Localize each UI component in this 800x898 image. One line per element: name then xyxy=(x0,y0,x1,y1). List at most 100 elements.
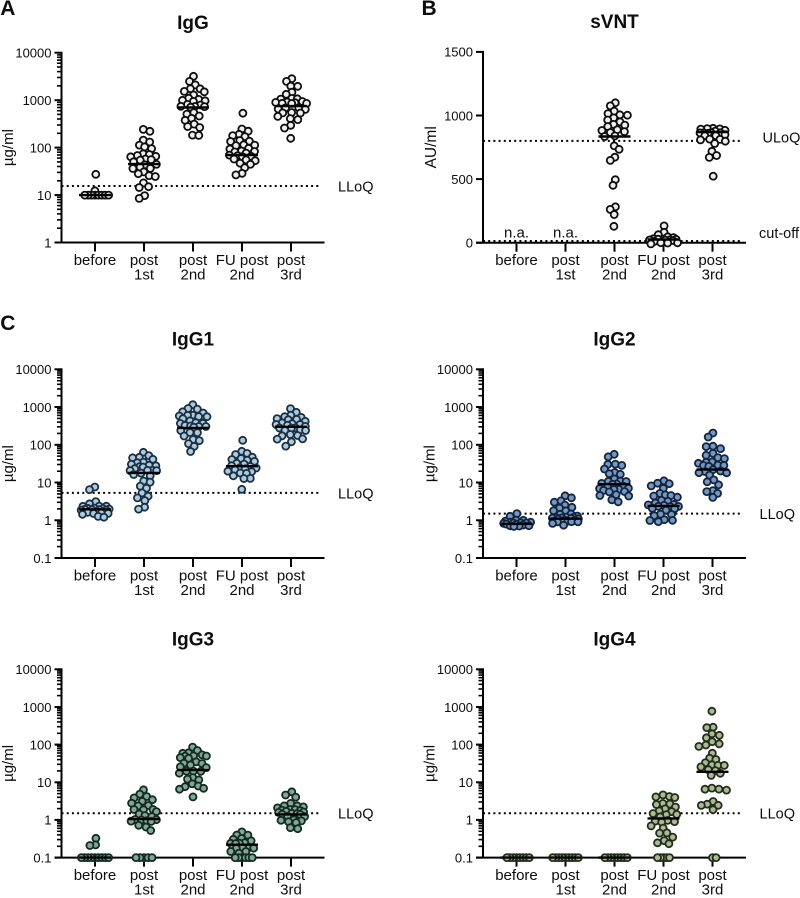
svg-text:AU/ml: AU/ml xyxy=(423,126,440,168)
svg-text:10000: 10000 xyxy=(437,362,473,377)
svg-text:FU post: FU post xyxy=(216,867,269,884)
svg-text:1000: 1000 xyxy=(23,400,52,415)
svg-text:1000: 1000 xyxy=(444,108,473,123)
svg-text:3rd: 3rd xyxy=(702,582,724,599)
svg-text:100: 100 xyxy=(451,438,473,453)
svg-text:FU post: FU post xyxy=(216,252,269,269)
svg-text:0: 0 xyxy=(466,236,473,251)
svg-text:post: post xyxy=(551,252,580,269)
svg-text:post: post xyxy=(698,867,727,884)
svg-text:100: 100 xyxy=(30,140,52,155)
svg-text:µg/ml: µg/ml xyxy=(421,445,438,482)
svg-text:1st: 1st xyxy=(555,267,576,284)
svg-text:post: post xyxy=(277,867,306,884)
svg-text:2nd: 2nd xyxy=(229,582,254,599)
svg-text:IgG2: IgG2 xyxy=(593,330,635,351)
svg-text:1500: 1500 xyxy=(444,45,473,60)
svg-text:3rd: 3rd xyxy=(280,582,302,599)
svg-text:2nd: 2nd xyxy=(602,582,627,599)
svg-text:10000: 10000 xyxy=(437,662,473,677)
svg-text:1: 1 xyxy=(466,813,473,828)
svg-text:post: post xyxy=(600,252,629,269)
svg-text:1: 1 xyxy=(466,513,473,528)
svg-text:µg/ml: µg/ml xyxy=(0,745,17,782)
svg-text:IgG3: IgG3 xyxy=(172,630,214,651)
svg-text:LLoQ: LLoQ xyxy=(760,807,795,823)
svg-text:2nd: 2nd xyxy=(180,267,205,284)
svg-text:1: 1 xyxy=(44,813,51,828)
svg-text:LLoQ: LLoQ xyxy=(338,486,373,502)
svg-text:post: post xyxy=(551,568,580,585)
svg-text:1: 1 xyxy=(44,513,51,528)
svg-text:LLoQ: LLoQ xyxy=(760,507,795,523)
svg-text:10: 10 xyxy=(37,775,51,790)
svg-text:10: 10 xyxy=(459,775,473,790)
svg-text:n.a.: n.a. xyxy=(553,225,578,242)
svg-text:before: before xyxy=(74,252,117,269)
svg-text:1: 1 xyxy=(44,235,51,250)
svg-text:C: C xyxy=(0,312,15,335)
svg-text:10: 10 xyxy=(37,188,51,203)
svg-text:FU post: FU post xyxy=(637,252,690,269)
svg-text:0.1: 0.1 xyxy=(455,551,473,566)
svg-text:µg/ml: µg/ml xyxy=(422,745,439,782)
svg-text:FU post: FU post xyxy=(637,568,690,585)
svg-text:3rd: 3rd xyxy=(702,267,724,284)
svg-text:post: post xyxy=(698,568,727,585)
svg-text:1000: 1000 xyxy=(23,700,52,715)
svg-text:3rd: 3rd xyxy=(702,882,724,898)
svg-text:0.1: 0.1 xyxy=(455,850,473,865)
svg-text:2nd: 2nd xyxy=(229,882,254,898)
svg-text:ULoQ: ULoQ xyxy=(763,131,800,147)
svg-text:2nd: 2nd xyxy=(180,582,205,599)
svg-text:µg/ml: µg/ml xyxy=(0,129,17,166)
svg-text:1st: 1st xyxy=(555,882,576,898)
svg-text:10: 10 xyxy=(37,475,51,490)
svg-text:2nd: 2nd xyxy=(651,582,676,599)
svg-text:post: post xyxy=(179,252,208,269)
svg-text:0.1: 0.1 xyxy=(33,551,51,566)
svg-text:500: 500 xyxy=(451,172,473,187)
svg-text:before: before xyxy=(74,867,117,884)
svg-text:10: 10 xyxy=(459,475,473,490)
svg-text:2nd: 2nd xyxy=(602,267,627,284)
svg-text:before: before xyxy=(74,568,117,585)
svg-text:IgG1: IgG1 xyxy=(172,330,215,351)
svg-text:1st: 1st xyxy=(134,267,155,284)
svg-text:0.1: 0.1 xyxy=(33,850,51,865)
svg-text:post: post xyxy=(551,867,580,884)
svg-text:n.a.: n.a. xyxy=(504,225,529,242)
svg-text:post: post xyxy=(130,252,159,269)
svg-text:3rd: 3rd xyxy=(280,267,302,284)
svg-text:100: 100 xyxy=(30,737,52,752)
svg-text:post: post xyxy=(130,867,159,884)
svg-text:10000: 10000 xyxy=(15,362,51,377)
svg-text:1000: 1000 xyxy=(444,700,473,715)
svg-text:FU post: FU post xyxy=(637,867,690,884)
svg-text:sVNT: sVNT xyxy=(590,12,639,33)
svg-text:IgG4: IgG4 xyxy=(593,630,636,651)
svg-text:2nd: 2nd xyxy=(651,882,676,898)
svg-text:post: post xyxy=(698,252,727,269)
svg-text:1st: 1st xyxy=(134,882,155,898)
svg-text:before: before xyxy=(495,252,538,269)
svg-text:post: post xyxy=(179,867,208,884)
svg-text:post: post xyxy=(277,252,306,269)
svg-text:IgG: IgG xyxy=(177,13,209,34)
svg-text:cut-off: cut-off xyxy=(759,226,800,242)
svg-text:post: post xyxy=(130,568,159,585)
svg-text:before: before xyxy=(495,568,538,585)
svg-text:3rd: 3rd xyxy=(280,882,302,898)
svg-text:post: post xyxy=(179,568,208,585)
svg-text:post: post xyxy=(600,568,629,585)
svg-text:post: post xyxy=(277,568,306,585)
svg-text:1000: 1000 xyxy=(444,400,473,415)
svg-text:100: 100 xyxy=(30,438,52,453)
svg-text:1000: 1000 xyxy=(23,93,52,108)
svg-text:2nd: 2nd xyxy=(229,267,254,284)
svg-text:2nd: 2nd xyxy=(180,882,205,898)
svg-text:100: 100 xyxy=(451,737,473,752)
svg-text:A: A xyxy=(0,0,15,20)
svg-text:2nd: 2nd xyxy=(602,882,627,898)
svg-text:before: before xyxy=(495,867,538,884)
